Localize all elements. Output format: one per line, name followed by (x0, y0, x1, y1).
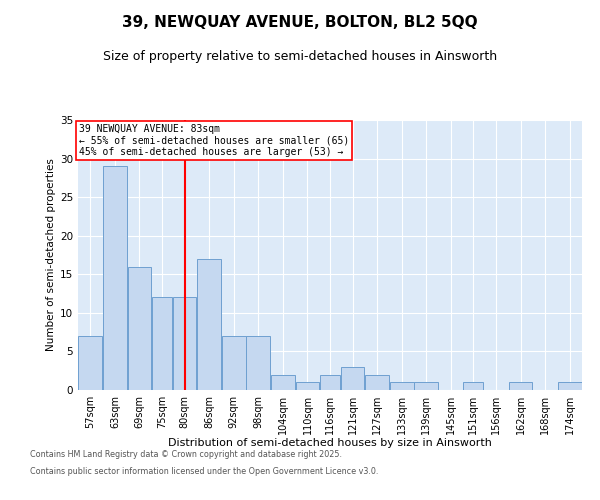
Bar (390, 382, 413, 390)
Bar (365, 374, 389, 390)
Bar (463, 382, 484, 390)
Bar (509, 382, 532, 390)
Bar (320, 374, 340, 390)
Bar (296, 382, 319, 390)
Bar (197, 259, 221, 390)
Bar (173, 298, 196, 390)
Text: Contains HM Land Registry data © Crown copyright and database right 2025.: Contains HM Land Registry data © Crown c… (30, 450, 342, 459)
Text: Contains public sector information licensed under the Open Government Licence v3: Contains public sector information licen… (30, 468, 379, 476)
Bar (247, 336, 270, 390)
Bar (152, 298, 172, 390)
Bar (79, 336, 102, 390)
Bar (128, 266, 151, 390)
X-axis label: Distribution of semi-detached houses by size in Ainsworth: Distribution of semi-detached houses by … (168, 438, 492, 448)
Text: Size of property relative to semi-detached houses in Ainsworth: Size of property relative to semi-detach… (103, 50, 497, 63)
Bar (415, 382, 438, 390)
Text: 39, NEWQUAY AVENUE, BOLTON, BL2 5QQ: 39, NEWQUAY AVENUE, BOLTON, BL2 5QQ (122, 15, 478, 30)
Bar (103, 166, 127, 390)
Bar (271, 374, 295, 390)
Y-axis label: Number of semi-detached properties: Number of semi-detached properties (46, 158, 56, 352)
Bar (558, 382, 581, 390)
Text: 39 NEWQUAY AVENUE: 83sqm
← 55% of semi-detached houses are smaller (65)
45% of s: 39 NEWQUAY AVENUE: 83sqm ← 55% of semi-d… (79, 124, 349, 157)
Bar (341, 367, 364, 390)
Bar (222, 336, 245, 390)
